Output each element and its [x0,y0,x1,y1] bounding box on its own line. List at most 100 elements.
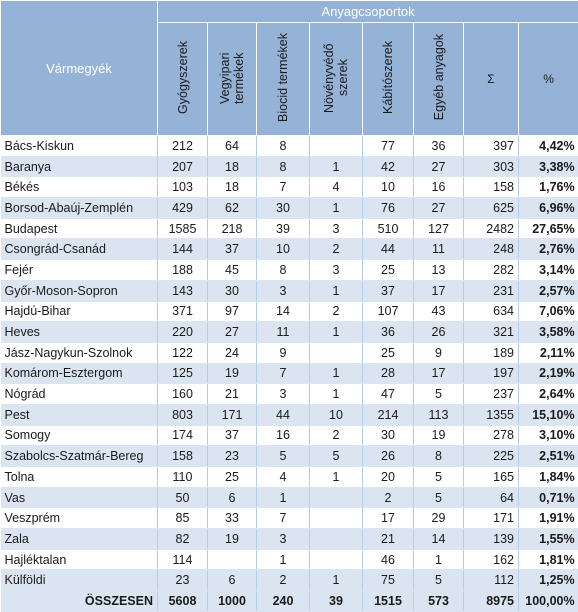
cell [310,136,363,157]
cell: 3 [310,218,363,239]
cell: 44 [257,404,310,425]
cell: 4,42% [519,136,578,157]
cell: 44 [363,239,414,260]
cell: 188 [158,260,208,281]
cell: 14 [257,301,310,322]
cell: 20 [363,467,414,488]
row-label: Csongrád-Csanád [1,239,158,260]
cell: 1,84% [519,467,578,488]
cell: 3,10% [519,425,578,446]
cell: 1 [414,549,464,570]
cell: 3 [257,384,310,405]
cell: 14 [414,529,464,550]
row-label: Hajléktalan [1,549,158,570]
cell: 231 [464,280,519,301]
cell: 5608 [158,591,208,612]
cell: 19 [208,363,257,384]
cell: 174 [158,425,208,446]
cell: 237 [464,384,519,405]
cell: 125 [158,363,208,384]
cell: 0,71% [519,487,578,508]
row-label: Heves [1,322,158,343]
cell: 50 [158,487,208,508]
cell: 64 [464,487,519,508]
cell: 2 [363,487,414,508]
cell: 1 [310,467,363,488]
cell: 144 [158,239,208,260]
cell: 27,65% [519,218,578,239]
cell: 7 [257,177,310,198]
cell: 17 [414,280,464,301]
cell [310,529,363,550]
cell: 17 [414,363,464,384]
cell: 27 [208,322,257,343]
cell: 321 [464,322,519,343]
cell: 4 [257,467,310,488]
cell: 2,57% [519,280,578,301]
cell: 5 [257,446,310,467]
cell: 2482 [464,218,519,239]
cell: 278 [464,425,519,446]
cell: 212 [158,136,208,157]
cell: 158 [158,446,208,467]
cell: 4 [310,177,363,198]
row-label: Veszprém [1,508,158,529]
cell: 5 [414,487,464,508]
cell: 114 [158,549,208,570]
cell: 5 [414,570,464,591]
row-label: Somogy [1,425,158,446]
cell: 162 [464,549,519,570]
row-label: Pest [1,404,158,425]
cell: 1 [257,549,310,570]
column-header-text: Növényvédő szerek [322,43,350,113]
cell: 64 [208,136,257,157]
cell: 75 [363,570,414,591]
column-header-text: Kábítószerek [381,41,395,114]
cell: 2,51% [519,446,578,467]
cell: 7 [257,508,310,529]
row-label: Jász-Nagykun-Szolnok [1,342,158,363]
cell: 30 [363,425,414,446]
row-label: Budapest [1,218,158,239]
cell: 225 [464,446,519,467]
column-header-text: Egyéb anyagok [432,34,446,120]
cell: 23 [158,570,208,591]
cell: 21 [363,529,414,550]
cell: 1 [310,198,363,219]
cell: 197 [464,363,519,384]
cell: 36 [414,136,464,157]
cell: 3,58% [519,322,578,343]
cell: 15,10% [519,404,578,425]
row-label: Borsod-Abaúj-Zemplén [1,198,158,219]
column-header: Egyéb anyagok [414,23,464,136]
row-label: Vas [1,487,158,508]
cell: 1,25% [519,570,578,591]
cell: 240 [257,591,310,612]
cell: 45 [208,260,257,281]
cell: 3,14% [519,260,578,281]
cell: 8 [257,260,310,281]
cell: 47 [363,384,414,405]
cell: 8 [257,136,310,157]
cell: 303 [464,156,519,177]
group-header: Anyagcsoportok [158,1,578,23]
cell: 82 [158,529,208,550]
cell: 625 [464,198,519,219]
cell: 2,19% [519,363,578,384]
cell: 189 [464,342,519,363]
cell: 27 [414,156,464,177]
cell: 1,91% [519,508,578,529]
cell: 25 [363,342,414,363]
cell: 26 [363,446,414,467]
cell: 1 [310,322,363,343]
